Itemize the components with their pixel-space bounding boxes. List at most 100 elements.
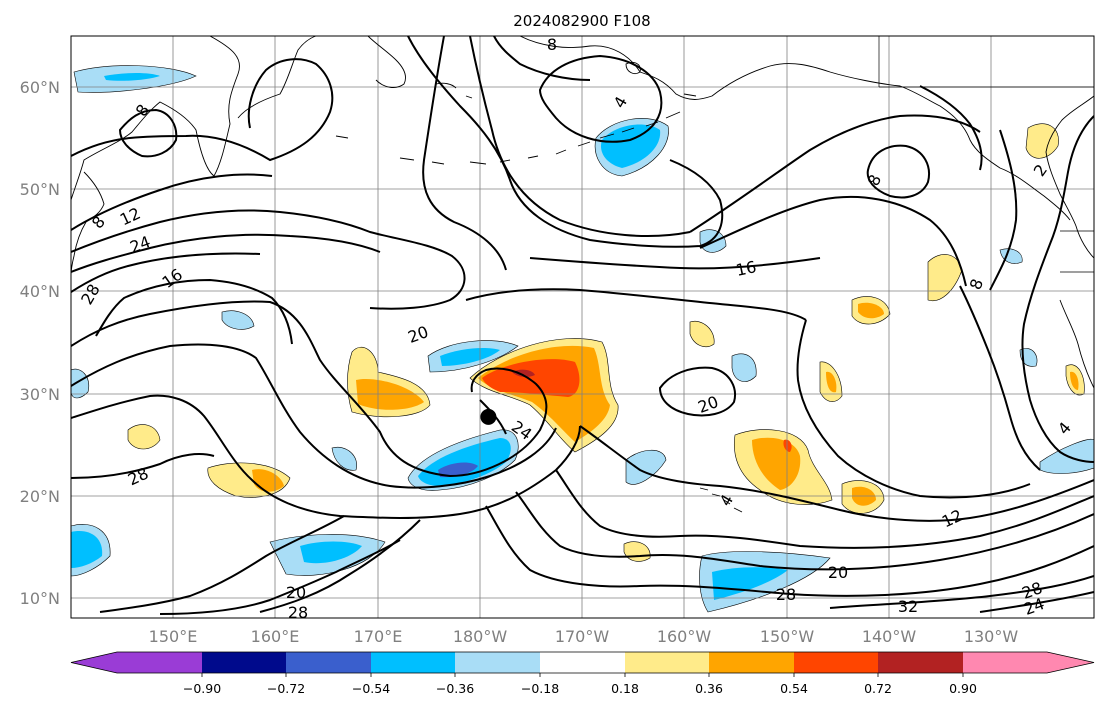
- lat-label: 60°N: [20, 78, 60, 97]
- contour-line: [829, 575, 1094, 609]
- anomaly-fill-pos-ne: [858, 302, 884, 319]
- height-contours: [71, 36, 1094, 615]
- anomaly-fill-blue-south: [300, 541, 362, 564]
- coastline-kamchatka: [71, 36, 240, 201]
- border-canada: [878, 36, 1094, 88]
- contour-line: [555, 469, 1094, 549]
- contour-label: 28: [288, 603, 308, 622]
- anomaly-fill-blue-center: [438, 462, 478, 478]
- graticule: [71, 36, 1094, 618]
- contour-line: [422, 36, 507, 271]
- contour-line: [689, 114, 981, 233]
- colorbar-ticks: [201, 673, 964, 677]
- contour-label: 20: [286, 583, 306, 602]
- latitude-labels: 10°N 20°N 30°N 40°N 50°N 60°N: [20, 78, 60, 608]
- map-title: 2024082900 F108: [513, 12, 650, 30]
- contour-line: [866, 144, 930, 199]
- contour-line: [796, 319, 1031, 499]
- anomaly-fill-pos-bc: [1025, 123, 1059, 159]
- anomaly-fill-neg-small: [625, 449, 667, 485]
- colorbar-segment: [794, 652, 878, 673]
- anomaly-fill-blue-aleutian: [600, 124, 661, 168]
- contour-line: [485, 505, 1094, 597]
- lon-label: 160°E: [251, 627, 300, 646]
- lat-label: 50°N: [20, 180, 60, 199]
- contour-line: [1021, 115, 1094, 463]
- colorbar-tick-label: 0.36: [695, 681, 723, 696]
- contour-line: [989, 129, 1018, 291]
- colorbar-tick-label: −0.36: [436, 681, 474, 696]
- coastline-st-lawrence: [435, 82, 473, 99]
- colorbar-tick-label: 0.54: [780, 681, 808, 696]
- map-panel: 8 8 4 8 12 24 16 28 20 24 28 16 8 20 4 1…: [70, 35, 1095, 622]
- anomaly-fill-orange-center: [512, 369, 535, 377]
- colorbar-tick-label: −0.18: [521, 681, 559, 696]
- map-frame: [70, 35, 1095, 619]
- contour-line: [71, 233, 381, 273]
- anomaly-fill-pos-w2: [127, 424, 161, 450]
- coastline-bc: [1045, 95, 1094, 259]
- lat-label: 10°N: [20, 589, 60, 608]
- contour-line: [118, 108, 178, 158]
- contour-line: [493, 36, 591, 81]
- contour-label: 16: [734, 257, 758, 280]
- contour-line: [71, 209, 466, 310]
- anomaly-fill-neg-small: [731, 353, 757, 382]
- contour-label: 8: [547, 35, 557, 54]
- coastline-aleutians: [335, 111, 681, 165]
- contour-label: 24: [1021, 594, 1047, 619]
- colorbar-segment: [709, 652, 794, 673]
- contour-line: [99, 515, 345, 613]
- colorbar-segment: [625, 652, 709, 673]
- colorbar-tick-label: 0.72: [864, 681, 892, 696]
- lon-label: 140°W: [862, 627, 917, 646]
- colorbar-extend-high: [963, 652, 1094, 673]
- contour-line: [259, 519, 421, 613]
- contour-line: [515, 491, 1094, 571]
- contour-line: [465, 288, 807, 321]
- contour-line: [71, 343, 557, 489]
- lon-label: 150°E: [149, 627, 198, 646]
- colorbar: −0.90 −0.72 −0.54 −0.36 −0.18 0.18 0.36 …: [70, 651, 1095, 696]
- anomaly-fill-pos-ca: [1070, 371, 1079, 390]
- contour-line: [407, 36, 724, 248]
- anomaly-fill-blue-nw: [104, 73, 160, 81]
- colorbar-segment: [202, 652, 286, 673]
- contour-line: [71, 300, 548, 478]
- contour-line: [538, 54, 663, 143]
- contour-line: [71, 58, 334, 162]
- contour-label: 32: [898, 597, 918, 616]
- contour-line: [959, 285, 1041, 471]
- contour-label: 20: [828, 563, 848, 582]
- contour-line: [71, 173, 273, 231]
- coastline-kamchatka-tip: [237, 36, 317, 119]
- colorbar-segment: [540, 652, 625, 673]
- contour-line: [699, 195, 967, 287]
- storm-center-marker: [480, 408, 497, 425]
- colorbar-outline: [70, 651, 1095, 674]
- lat-label: 30°N: [20, 385, 60, 404]
- anomaly-fill-neg-small: [221, 310, 255, 330]
- contour-label: 28: [776, 585, 796, 604]
- lon-label: 130°W: [964, 627, 1019, 646]
- lon-label: 160°W: [657, 627, 712, 646]
- anomaly-fill-blue-north: [440, 348, 500, 366]
- lon-label: 170°W: [555, 627, 610, 646]
- lon-label: 150°W: [760, 627, 815, 646]
- anomaly-fill-pos-small: [826, 371, 837, 393]
- lat-label: 20°N: [20, 487, 60, 506]
- lat-label: 40°N: [20, 282, 60, 301]
- coastline-islands-central: [625, 61, 697, 97]
- map-background: [71, 36, 1094, 618]
- lon-label: 180°W: [453, 627, 508, 646]
- colorbar-tick-label: 0.90: [949, 681, 977, 696]
- contour-line: [919, 85, 983, 171]
- colorbar-extend-low: [71, 652, 202, 673]
- contour-line: [71, 453, 215, 479]
- border-us: [1060, 230, 1094, 273]
- contour-line: [979, 591, 1094, 613]
- lon-label: 170°E: [354, 627, 403, 646]
- contour-line: [159, 539, 401, 615]
- colorbar-tick-label: −0.72: [267, 681, 305, 696]
